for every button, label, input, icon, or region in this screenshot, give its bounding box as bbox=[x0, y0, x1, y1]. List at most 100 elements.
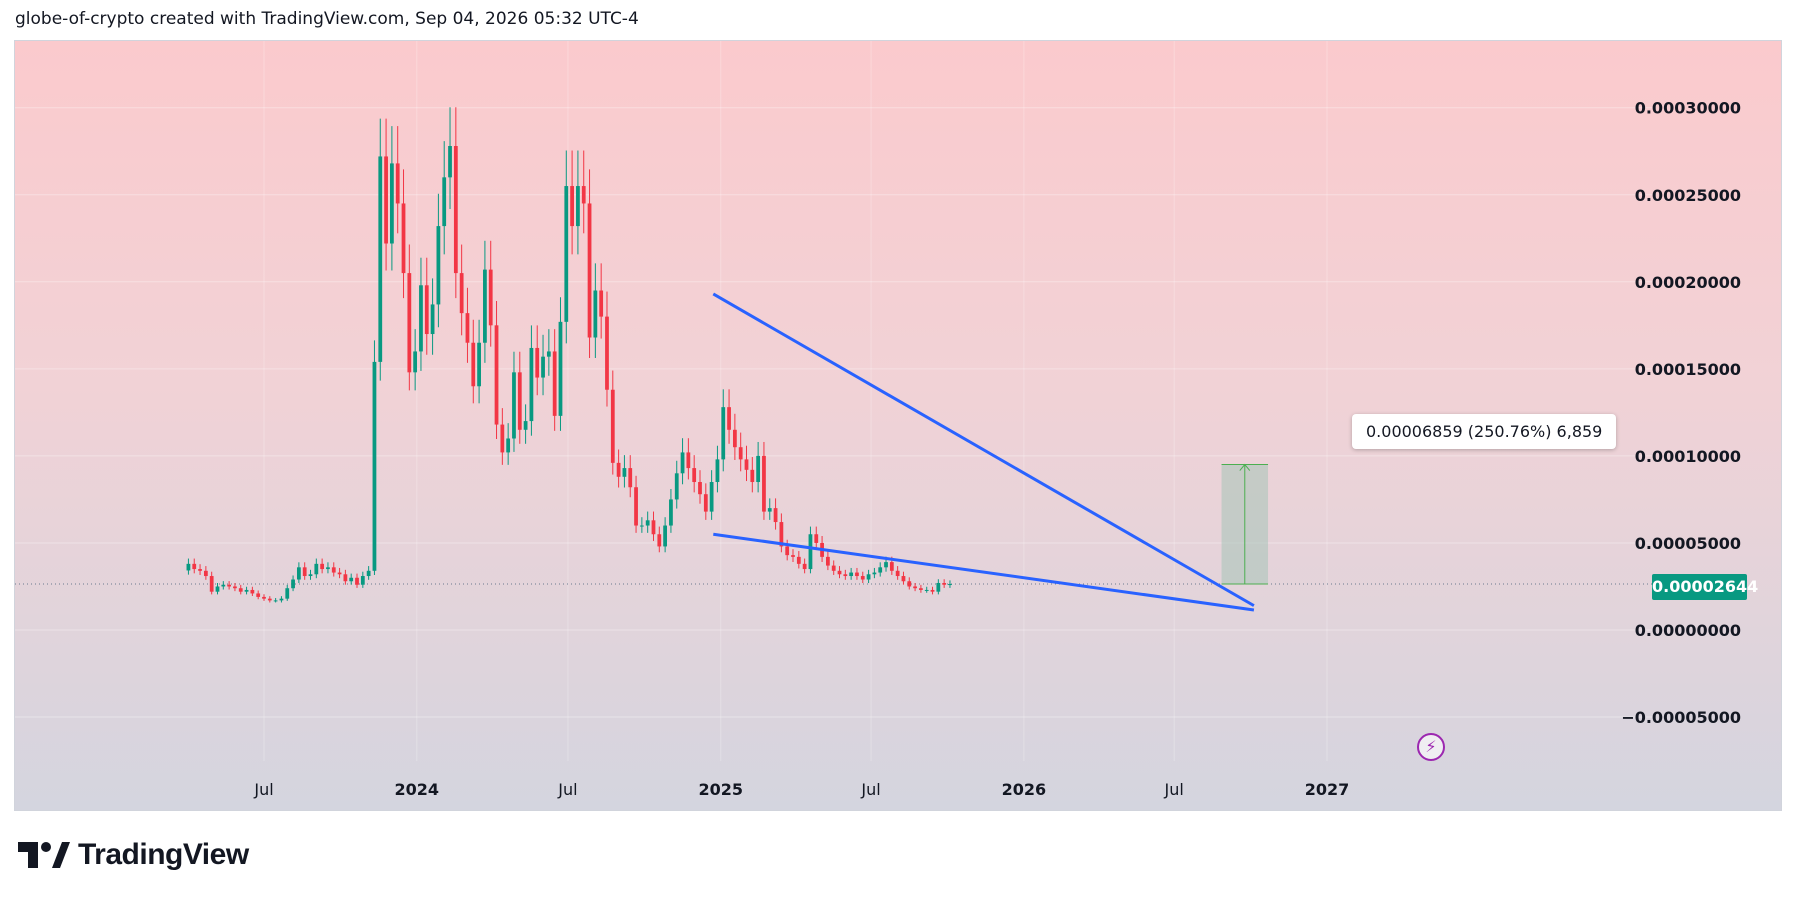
candle bbox=[570, 186, 574, 227]
price-chart[interactable]: 0.00030000 0.00025000 0.00020000 0.00015000… bbox=[15, 41, 1781, 810]
candle bbox=[709, 482, 714, 512]
candle bbox=[209, 576, 214, 592]
candle bbox=[849, 572, 854, 577]
candle bbox=[477, 342, 481, 387]
tradingview-logo[interactable]: TradingView bbox=[18, 838, 249, 872]
candle bbox=[680, 452, 685, 474]
candle bbox=[762, 455, 766, 512]
candle bbox=[198, 569, 202, 571]
candle bbox=[448, 146, 452, 178]
candle bbox=[529, 347, 534, 422]
candle bbox=[872, 572, 877, 575]
candle bbox=[337, 572, 342, 575]
candle bbox=[727, 407, 731, 430]
y-tick-label: −0.00005000 bbox=[1621, 708, 1741, 727]
candle bbox=[703, 494, 708, 512]
candle bbox=[192, 563, 197, 570]
candle bbox=[581, 186, 586, 204]
y-tick-label: 0.00025000 bbox=[1635, 186, 1741, 205]
candle bbox=[488, 269, 493, 326]
x-tick-label: 2024 bbox=[395, 780, 440, 799]
lightning-icon[interactable]: ⚡ bbox=[1417, 733, 1445, 761]
candle bbox=[430, 304, 435, 335]
candle bbox=[320, 563, 325, 570]
candle bbox=[576, 186, 580, 227]
candle bbox=[855, 572, 859, 577]
x-tick-label: Jul bbox=[860, 780, 880, 799]
candle bbox=[587, 203, 592, 338]
candle bbox=[308, 574, 313, 577]
candle bbox=[930, 589, 935, 592]
candle bbox=[889, 562, 894, 571]
candle bbox=[669, 499, 673, 526]
candle bbox=[634, 487, 638, 526]
candle bbox=[500, 424, 505, 453]
candle bbox=[285, 588, 290, 599]
candle bbox=[628, 468, 633, 488]
candle bbox=[605, 316, 609, 390]
y-tick-label: 0.00030000 bbox=[1635, 99, 1741, 118]
candle bbox=[262, 596, 266, 599]
candle bbox=[599, 290, 604, 317]
candle bbox=[895, 570, 900, 577]
candle bbox=[331, 567, 336, 573]
candle bbox=[390, 163, 394, 244]
candle bbox=[517, 372, 522, 430]
candle bbox=[924, 589, 929, 591]
last-price-badge: 0.00002644 bbox=[1652, 574, 1758, 600]
candle bbox=[564, 186, 569, 322]
candle bbox=[267, 598, 272, 601]
trendline bbox=[713, 532, 1255, 612]
candle bbox=[238, 588, 243, 592]
candle bbox=[773, 508, 778, 523]
candles bbox=[186, 107, 952, 603]
candle bbox=[622, 468, 627, 477]
candle bbox=[326, 567, 330, 570]
measure-arrow-head bbox=[1239, 463, 1251, 471]
candle bbox=[616, 462, 621, 477]
x-tick-label: 2025 bbox=[698, 780, 743, 799]
candle bbox=[541, 356, 545, 378]
candle bbox=[814, 534, 819, 543]
candle bbox=[273, 600, 278, 602]
y-tick-label: 0.00010000 bbox=[1635, 447, 1741, 466]
candle bbox=[750, 469, 755, 483]
candle bbox=[651, 520, 656, 535]
x-axis: Jul 2024 Jul 2025 Jul 2026 Jul 2027 bbox=[253, 780, 1349, 799]
candle bbox=[244, 589, 249, 592]
candle bbox=[250, 589, 255, 594]
candle bbox=[558, 321, 563, 416]
candle bbox=[203, 570, 208, 577]
candle bbox=[837, 570, 842, 575]
candle bbox=[756, 455, 761, 483]
trendlines[interactable] bbox=[712, 292, 1255, 612]
candle bbox=[610, 389, 615, 463]
candle bbox=[692, 468, 697, 483]
candle bbox=[843, 574, 848, 577]
grid bbox=[15, 41, 1655, 761]
candle bbox=[256, 593, 261, 597]
candle bbox=[355, 577, 359, 585]
candle bbox=[825, 556, 830, 566]
candle bbox=[349, 577, 354, 582]
candle bbox=[552, 351, 557, 416]
candle bbox=[233, 586, 237, 589]
candle bbox=[721, 407, 726, 460]
candle bbox=[901, 576, 906, 582]
candle bbox=[453, 146, 458, 274]
x-tick-label: Jul bbox=[557, 780, 577, 799]
candle bbox=[796, 556, 801, 564]
candle bbox=[535, 347, 540, 378]
y-tick-label: 0.00015000 bbox=[1635, 360, 1741, 379]
candle bbox=[436, 226, 441, 305]
candle bbox=[732, 429, 737, 448]
candle bbox=[744, 459, 749, 470]
candle bbox=[471, 342, 476, 387]
candle bbox=[291, 579, 295, 589]
y-tick-label: 0.00020000 bbox=[1635, 273, 1741, 292]
candle bbox=[512, 372, 516, 439]
measure-tool[interactable] bbox=[1221, 463, 1269, 585]
candle bbox=[366, 570, 371, 577]
y-axis: 0.00030000 0.00025000 0.00020000 0.00015000… bbox=[1621, 99, 1741, 727]
candle bbox=[785, 546, 790, 556]
